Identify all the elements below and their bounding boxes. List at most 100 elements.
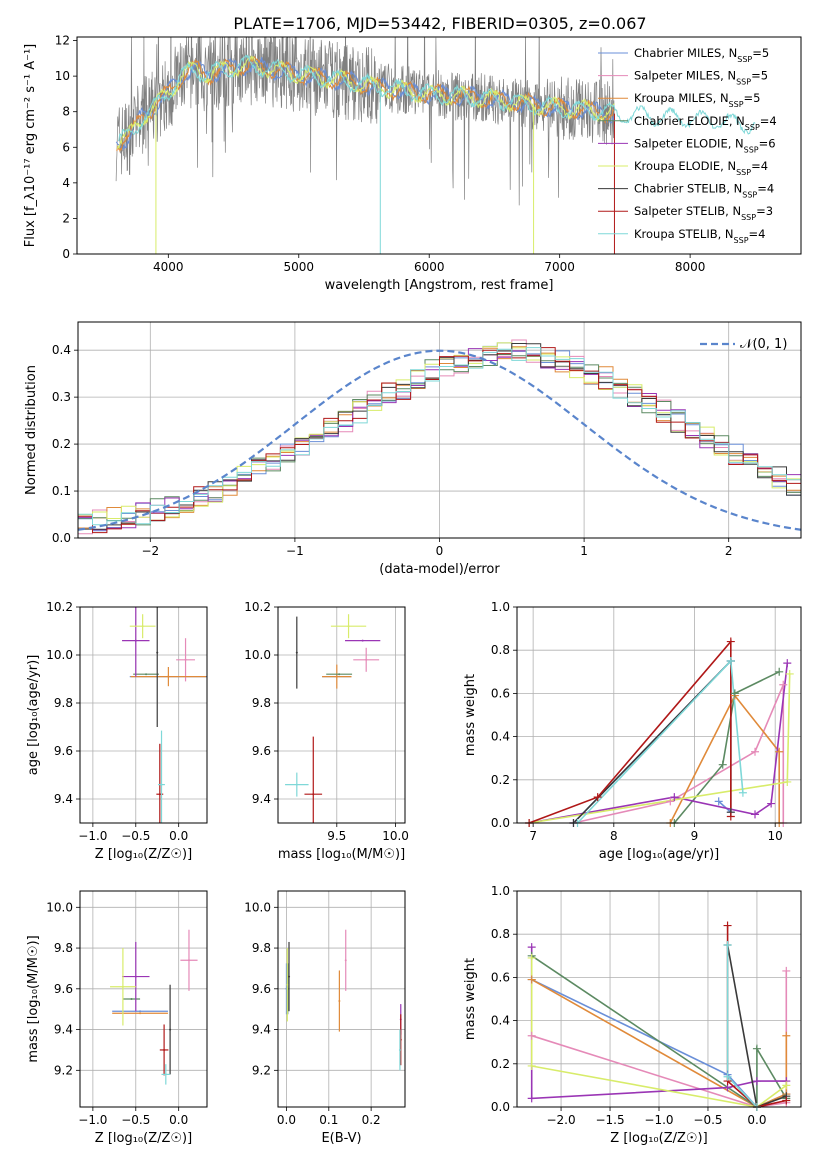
x-tick-label: −1 xyxy=(286,544,304,558)
weight-marker xyxy=(783,777,792,786)
x-tick-label: 0 xyxy=(436,544,444,558)
y-tick-label: 9.4 xyxy=(252,1023,271,1037)
axes-frame xyxy=(516,606,802,824)
y-tick-label: 9.4 xyxy=(54,1023,73,1037)
weight-marker xyxy=(782,1081,791,1090)
legend-count: =5 xyxy=(744,91,761,105)
x-tick-label: 7 xyxy=(529,829,537,843)
residuals-axes: −2 −1 0 1 2 0.0 0.1 0.2 0.3 0.4 (data-model)/error… xyxy=(24,321,802,577)
legend-entry: Kroupa STELIB, NSSP=4 xyxy=(634,227,765,245)
legend-count: =4 xyxy=(749,227,766,241)
x-tick-label: −2 xyxy=(141,544,159,558)
y-axis-label: Flux [f_λ10⁻¹⁷ erg cm⁻² s⁻¹ A⁻¹] xyxy=(23,44,38,248)
legend-subscript: SSP xyxy=(741,213,756,222)
x-tick-label: 0.0 xyxy=(169,1113,188,1127)
x-tick-label: −1.5 xyxy=(595,1113,624,1127)
y-tick-label: 0.8 xyxy=(491,927,510,941)
legend-subscript: SSP xyxy=(734,235,749,244)
residuals-plot-area xyxy=(78,322,801,539)
x-tick-label: −0.5 xyxy=(121,1113,150,1127)
x-tick-label: 0.0 xyxy=(277,1113,296,1127)
weight-marker xyxy=(714,797,723,806)
x-tick-label: 6000 xyxy=(414,260,445,274)
data-point xyxy=(347,625,350,628)
y-axis-label: age [log₁₀(age/yr)] xyxy=(26,655,41,776)
data-point xyxy=(295,783,298,786)
data-point xyxy=(145,673,148,676)
model-spectrum xyxy=(116,55,615,153)
legend-subscript: SSP xyxy=(736,77,751,86)
y-tick-label: 1.0 xyxy=(491,600,510,614)
legend-entry: Salpeter MILES, NSSP=5 xyxy=(634,69,768,87)
weight-marker xyxy=(670,793,679,802)
axes-frame xyxy=(79,890,208,1108)
x-tick-label: 9.5 xyxy=(327,829,346,843)
weight-marker xyxy=(527,943,536,952)
data-point xyxy=(160,783,163,786)
y-tick-label: 10.0 xyxy=(46,900,73,914)
legend-subscript: SSP xyxy=(745,122,760,131)
weight-series-line xyxy=(528,639,732,823)
weight-marker xyxy=(726,637,735,646)
spectrum-axes: 4000 5000 6000 7000 8000 0 2 4 6 8 10 12 wavelength … xyxy=(23,34,802,293)
data-point xyxy=(398,1048,401,1051)
x-tick-label: 5000 xyxy=(283,260,314,274)
y-tick-label: 9.8 xyxy=(252,941,271,955)
axes-frame xyxy=(277,890,406,1108)
y-tick-label: 0.6 xyxy=(491,686,510,700)
weight-marker xyxy=(782,1031,791,1040)
y-tick-label: 0.2 xyxy=(491,1057,510,1071)
legend-entry: 𝒩(0, 1) xyxy=(740,337,787,352)
mass_vs_ebv-content xyxy=(285,929,402,1071)
data-point xyxy=(338,673,341,676)
y-tick-label: 9.6 xyxy=(54,744,73,758)
x-tick-label: 1 xyxy=(580,544,588,558)
weight-marker xyxy=(723,1072,732,1081)
weight-marker xyxy=(751,747,760,756)
weight_vs_age-plot-area xyxy=(517,606,801,824)
y-tick-label: 0 xyxy=(62,247,70,261)
legend-subscript: SSP xyxy=(742,190,757,199)
y-tick-label: 9.4 xyxy=(54,792,73,806)
legend-count: =4 xyxy=(760,114,777,128)
data-point xyxy=(163,1048,166,1051)
data-point xyxy=(338,1000,341,1003)
data-point xyxy=(286,983,289,986)
legend-entry: Kroupa ELODIE, NSSP=4 xyxy=(634,159,768,177)
x-tick-label: 0.2 xyxy=(362,1113,381,1127)
axes-frame xyxy=(277,606,406,824)
data-point xyxy=(156,651,159,654)
data-point xyxy=(141,625,144,628)
data-point xyxy=(134,639,137,642)
weight-marker xyxy=(527,953,536,962)
figure-title: PLATE=1706, MJD=53442, FIBERID=0305, z=0… xyxy=(233,14,646,33)
legend-subscript: SSP xyxy=(737,55,752,64)
legend-count: =5 xyxy=(751,69,768,83)
x-tick-label: 9 xyxy=(691,829,699,843)
legend-count: =4 xyxy=(757,182,774,196)
legend-count: =4 xyxy=(751,159,768,173)
weight-marker xyxy=(782,966,791,975)
weight-marker xyxy=(752,1044,761,1053)
y-tick-label: 9.6 xyxy=(252,982,271,996)
weight-series-line xyxy=(726,944,787,1107)
y-tick-label: 9.8 xyxy=(54,941,73,955)
weight-marker xyxy=(751,810,760,819)
legend-entry: Salpeter STELIB, NSSP=3 xyxy=(634,204,773,222)
weight-series-line xyxy=(576,659,744,823)
weight-marker xyxy=(723,921,732,930)
weight_vs_age-axes: 7 8 9 10 0.0 0.2 0.4 0.6 0.8 1.0 age [log₁₀(age/yr… xyxy=(463,600,802,862)
y-tick-label: 10.0 xyxy=(244,900,271,914)
x-axis-label: wavelength [Angstrom, rest frame] xyxy=(325,278,554,293)
age_vs_z-axes: −1.0 −0.5 0.0 9.4 9.6 9.8 10.0 10.2 Z [log₁₀(Z/Z… xyxy=(26,600,208,862)
data-point xyxy=(158,793,161,796)
weight-marker xyxy=(593,793,602,802)
axes-frame xyxy=(516,890,802,1108)
weight_vs_z-axes: −2.0 −1.5 −1.0 −0.5 0.0 0.0 0.2 0.4 0.6 0.8 1.0 Z [… xyxy=(463,884,802,1146)
mass_vs_z-plot-area xyxy=(80,891,207,1107)
axes-frame xyxy=(76,36,802,255)
y-tick-label: 9.4 xyxy=(252,792,271,806)
data-point xyxy=(167,675,170,678)
x-tick-label: 8000 xyxy=(675,260,706,274)
y-tick-label: 0.8 xyxy=(491,643,510,657)
